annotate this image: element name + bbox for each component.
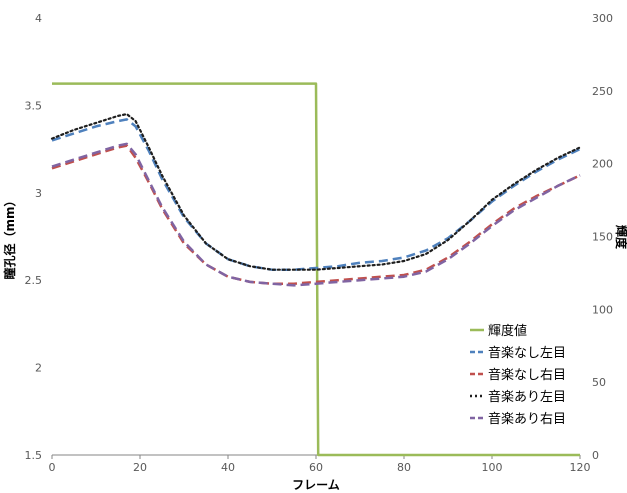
x-tick-label: 60 (309, 461, 323, 474)
y-left-axis-title: 瞳孔径（mm） (2, 194, 17, 279)
series-line-4 (50, 112, 582, 271)
y-right-tick-label: 200 (592, 158, 613, 171)
y-right-tick-label: 250 (592, 85, 613, 98)
series-group (50, 82, 582, 457)
legend-label-4: 音楽あり左目 (488, 389, 566, 405)
y-left-tick-label: 3.5 (25, 99, 43, 112)
legend-label-1: 輝度値 (488, 323, 527, 339)
y-right-tick-label: 300 (592, 12, 613, 25)
x-axis-title: フレーム (292, 478, 340, 492)
y-left-ticks: 1.5 2 2.5 3 3.5 4 (25, 12, 43, 462)
y-right-tick-label: 150 (592, 231, 613, 244)
x-tick-label: 80 (397, 461, 411, 474)
y-left-tick-label: 2.5 (25, 274, 43, 287)
x-ticks: 0 20 40 60 80 100 120 (49, 455, 591, 474)
x-tick-label: 0 (49, 461, 56, 474)
y-left-tick-label: 1.5 (25, 449, 43, 462)
x-tick-label: 40 (221, 461, 235, 474)
y-right-tick-label: 50 (592, 376, 606, 389)
legend-label-3: 音楽なし右目 (488, 367, 566, 383)
x-tick-label: 120 (570, 461, 591, 474)
legend-label-2: 音楽なし左目 (488, 345, 566, 361)
y-right-axis-title: 輝度 (614, 225, 627, 250)
y-right-tick-label: 0 (592, 449, 599, 462)
legend-label-5: 音楽あり右目 (488, 411, 566, 427)
x-tick-label: 20 (133, 461, 147, 474)
series-line-3 (51, 144, 581, 285)
y-left-tick-label: 2 (35, 362, 42, 375)
y-left-tick-label: 4 (35, 12, 42, 25)
y-left-tick-label: 3 (35, 187, 42, 200)
x-tick-label: 100 (482, 461, 503, 474)
series-line-5 (51, 142, 581, 287)
y-right-tick-label: 100 (592, 303, 613, 316)
y-right-ticks: 0 50 100 150 200 250 300 (592, 12, 613, 462)
